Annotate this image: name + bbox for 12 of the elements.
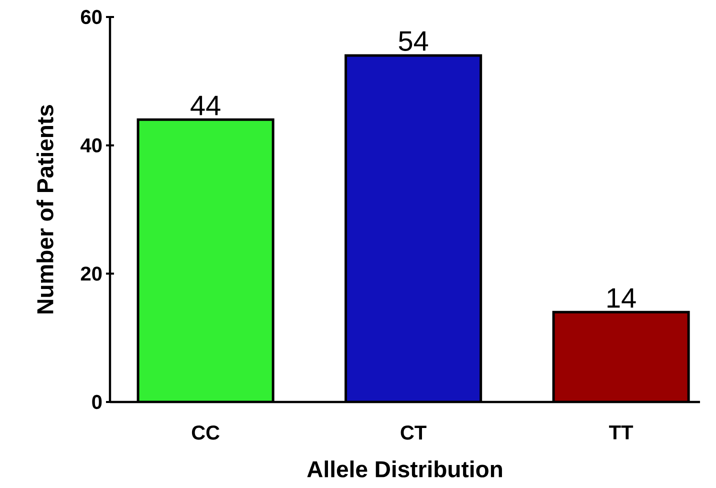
y-tick-label: 60	[80, 10, 102, 24]
data-label: 14	[608, 288, 636, 308]
y-axis-title: Number of Patients	[36, 105, 54, 314]
x-tick-label: TT	[609, 426, 634, 440]
x-tick-label: CC	[192, 426, 220, 440]
y-tick-label: 40	[80, 138, 102, 152]
y-tick-label: 20	[80, 266, 102, 281]
x-axis-title: Allele Distribution	[307, 460, 502, 478]
y-tick-label: 0	[92, 394, 102, 410]
data-label: 44	[190, 96, 220, 116]
x-tick-label: CT	[400, 426, 426, 440]
data-label: 54	[398, 31, 428, 51]
